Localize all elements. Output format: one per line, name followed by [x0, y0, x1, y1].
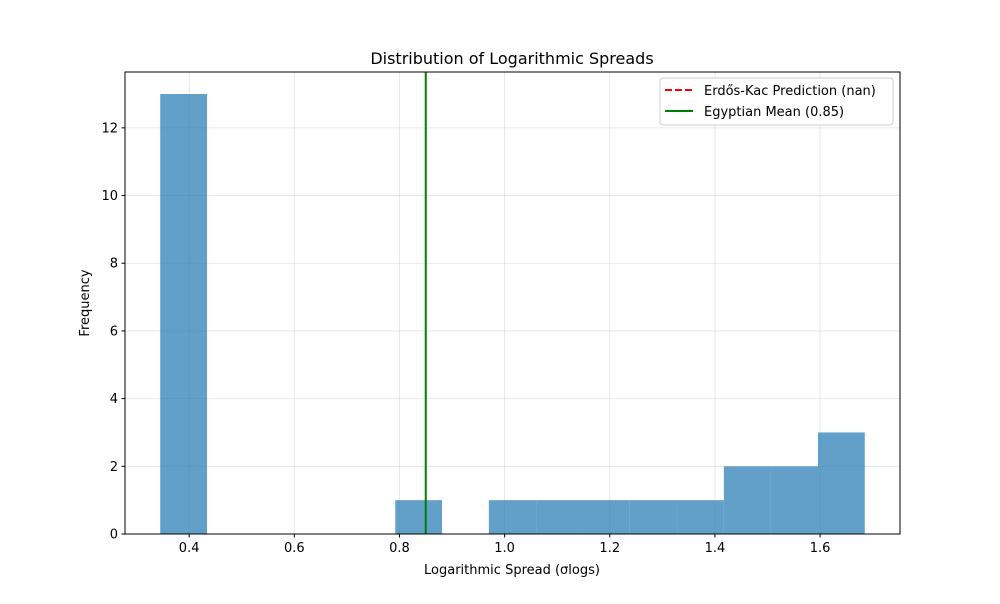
- y-ticks: 0 2 4 6 8 10 12: [101, 121, 125, 543]
- histogram-bar: [395, 500, 443, 534]
- y-tick-label: 0: [110, 528, 118, 543]
- legend-box: [659, 77, 894, 126]
- x-tick-label: 1.6: [810, 541, 831, 556]
- x-tick-label: 0.8: [389, 541, 410, 556]
- histogram-bar: [770, 466, 818, 534]
- grid: [125, 72, 900, 535]
- y-tick-label: 2: [110, 460, 118, 475]
- histogram-bar: [723, 466, 771, 534]
- legend: Erdős-Kac Prediction (nan) Egyptian Mean…: [659, 77, 894, 126]
- histogram-bar: [677, 500, 724, 534]
- x-tick-label: 1.4: [705, 541, 726, 556]
- x-ticks: 0.4 0.6 0.8 1.0 1.2 1.4 1.6: [179, 534, 831, 556]
- y-tick-label: 4: [110, 392, 118, 407]
- x-tick-label: 0.4: [179, 541, 200, 556]
- histogram-bar: [488, 500, 537, 534]
- y-tick-label: 8: [110, 257, 118, 272]
- axes-frame: [124, 71, 901, 535]
- histogram-bar: [582, 500, 630, 534]
- x-tick-label: 1.2: [599, 541, 620, 556]
- histogram-bar: [817, 432, 865, 534]
- histogram-bar: [160, 94, 208, 534]
- y-axis-label: Frequency: [78, 269, 93, 336]
- y-tick-label: 12: [101, 121, 118, 136]
- histogram-bar: [536, 500, 583, 534]
- y-tick-label: 10: [101, 189, 118, 204]
- chart-title: Distribution of Logarithmic Spreads: [370, 49, 653, 68]
- histogram-bar: [629, 500, 678, 534]
- x-tick-label: 0.6: [284, 541, 305, 556]
- legend-egyptian-mean-label: Egyptian Mean (0.85): [704, 105, 844, 120]
- bars: [160, 94, 865, 534]
- x-axis-label: Logarithmic Spread (σlogs): [424, 563, 600, 578]
- x-tick-label: 1.0: [494, 541, 515, 556]
- y-tick-label: 6: [110, 324, 118, 339]
- legend-erdos-kac-label: Erdős-Kac Prediction (nan): [704, 84, 876, 99]
